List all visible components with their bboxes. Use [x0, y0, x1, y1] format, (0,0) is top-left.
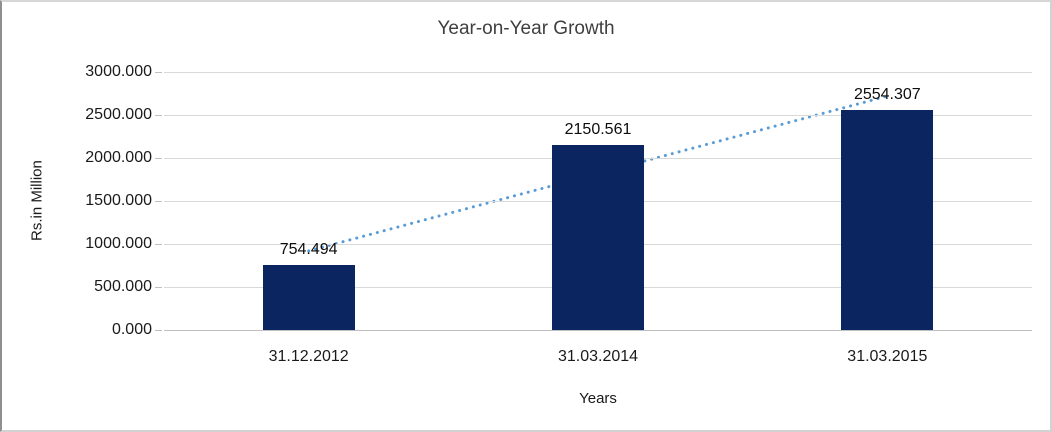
y-tick-label: 1500.000 — [85, 192, 152, 209]
chart-title: Year-on-Year Growth — [437, 18, 615, 39]
x-category-label: 31.03.2015 — [847, 348, 928, 365]
x-category-label: 31.03.2014 — [557, 348, 639, 365]
y-tick-mark — [155, 72, 162, 73]
bar — [262, 265, 355, 330]
bar — [841, 110, 934, 330]
y-tick-mark — [155, 115, 162, 116]
y-tick-label: 0.000 — [111, 321, 152, 338]
y-axis-tick-labels: 3000.000 2500.000 2000.000 1500.000 1000.000… — [2, 63, 152, 338]
y-tick-label: 500.000 — [94, 278, 152, 295]
plot-area: 754.494 31.12.2012 2150.561 31.03.2014 2554.… — [155, 72, 1032, 365]
x-category-label: 31.12.2012 — [268, 348, 349, 365]
gridline — [164, 72, 1032, 73]
x-axis-title: Years — [579, 390, 617, 407]
bar — [552, 145, 644, 330]
gridline — [164, 115, 1032, 116]
y-tick-mark — [155, 287, 162, 288]
y-tick-mark — [155, 201, 162, 202]
y-tick-label: 1000.000 — [85, 235, 152, 252]
y-tick-mark — [155, 244, 162, 245]
y-tick-label: 2500.000 — [85, 106, 152, 123]
y-tick-mark — [155, 158, 162, 159]
y-tick-label: 2000.000 — [85, 149, 152, 166]
bar-value-label: 2150.561 — [564, 121, 632, 139]
y-tick-label: 3000.000 — [85, 63, 152, 80]
bar-value-label: 754.494 — [279, 241, 338, 259]
y-tick-mark — [155, 330, 162, 331]
x-axis-line — [164, 330, 1032, 331]
bar-value-label: 2554.307 — [853, 86, 921, 104]
